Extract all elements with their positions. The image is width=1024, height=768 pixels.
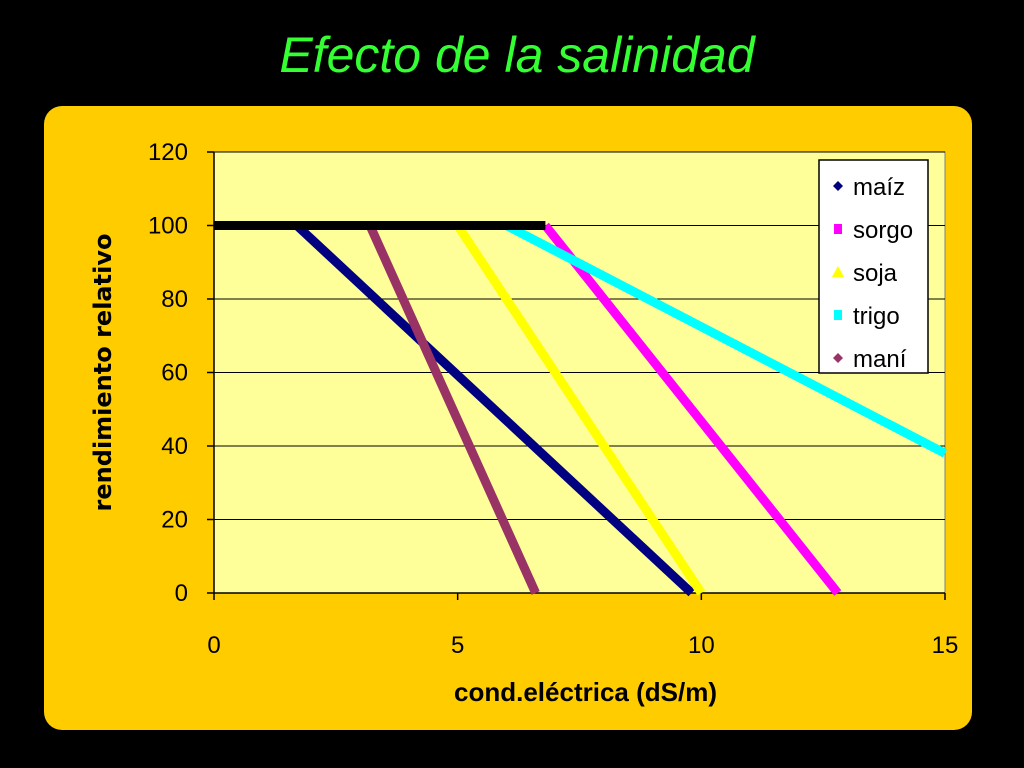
series-line-5 <box>365 223 540 595</box>
legend-box <box>818 159 929 374</box>
y-tick-label: 40 <box>161 433 188 460</box>
series-line-2 <box>541 222 842 596</box>
legend-label: maíz <box>853 174 905 201</box>
y-tick-label: 20 <box>161 507 188 534</box>
y-tick-label: 0 <box>175 580 188 607</box>
legend-label: sorgo <box>853 217 913 244</box>
y-axis-title: rendimiento relativo <box>89 234 117 512</box>
legend-label: trigo <box>853 303 900 330</box>
legend-label: maní <box>853 346 907 373</box>
x-axis-title: cond.eléctrica (dS/m) <box>454 677 717 707</box>
legend-marker-triangle-icon <box>832 266 844 277</box>
x-tick-label: 5 <box>451 632 464 659</box>
x-tick-label: 15 <box>932 632 959 659</box>
y-tick-label: 80 <box>161 286 188 313</box>
x-tick-label: 10 <box>688 632 715 659</box>
y-tick-label: 120 <box>148 139 188 166</box>
legend-marker-square-icon <box>834 224 842 234</box>
legend-marker-diamond-icon <box>833 181 843 191</box>
legend-marker-diamond-icon <box>833 353 843 363</box>
series-line-4 <box>504 221 948 458</box>
y-tick-label: 100 <box>148 213 188 240</box>
legend-marker-square-icon <box>834 310 842 320</box>
y-tick-label: 60 <box>161 360 188 387</box>
series-line-3 <box>453 223 706 596</box>
legend-label: soja <box>853 260 898 287</box>
series-line-1 <box>293 222 695 597</box>
chart-panel: 0 20 40 60 80 100 120 0 5 10 15 cond.eléctrica (dS/… <box>44 106 972 730</box>
slide-title: Efecto de la salinidad <box>279 27 755 83</box>
chart: 0 20 40 60 80 100 120 0 5 10 15 cond.eléctrica (dS/… <box>89 139 959 707</box>
series-group <box>214 221 948 597</box>
x-tick-label: 0 <box>207 632 220 659</box>
